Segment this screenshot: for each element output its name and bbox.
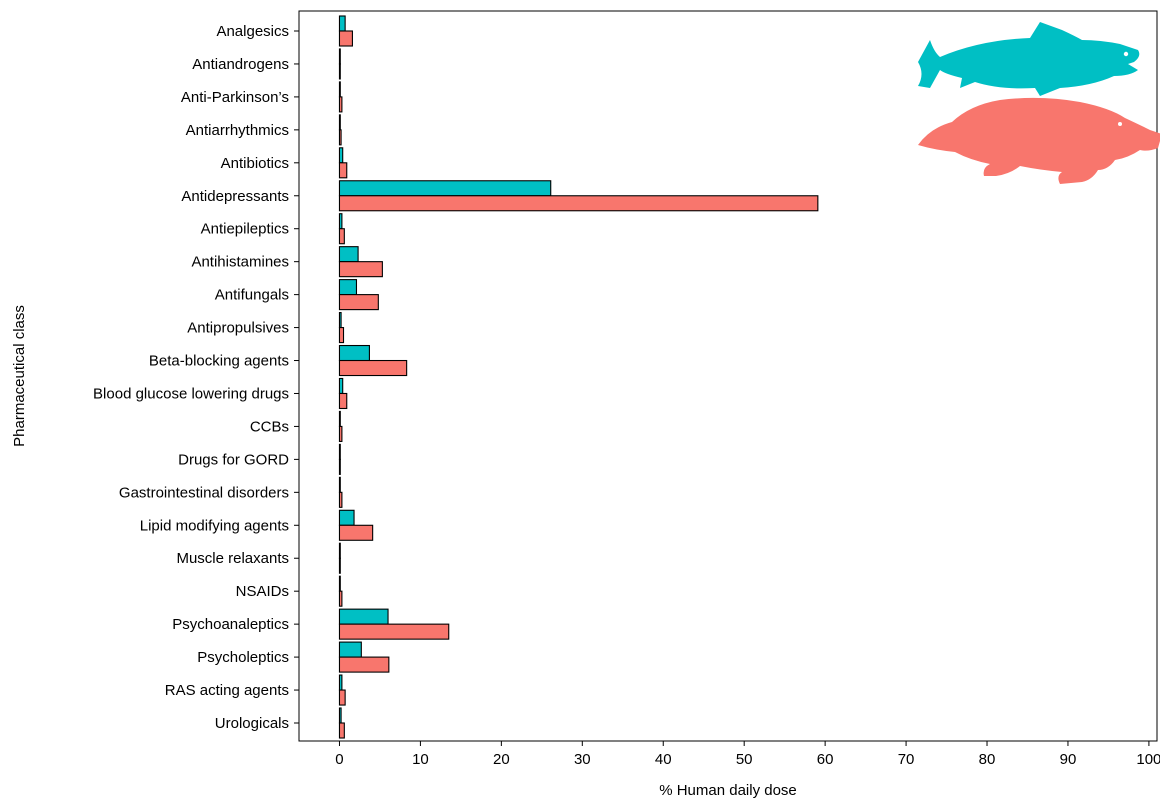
bar-platypus	[338, 689, 346, 706]
category-label: Antibiotics	[221, 155, 289, 172]
bar-fish	[338, 279, 358, 296]
category-label: Lipid modifying agents	[140, 517, 289, 534]
y-axis-title: Pharmaceutical class	[11, 305, 28, 447]
bar-platypus	[338, 392, 348, 410]
bar-fish	[338, 476, 341, 493]
category-label: Drugs for GORD	[178, 451, 289, 468]
category-label: Psychoanaleptics	[172, 616, 289, 633]
bar-platypus	[338, 195, 819, 212]
bar-fish	[338, 180, 552, 197]
bar-fish	[338, 312, 342, 329]
bar-platypus	[338, 656, 390, 673]
bar-platypus	[338, 557, 341, 574]
bar-fish	[338, 81, 341, 98]
bar-fish	[338, 15, 346, 32]
x-tick-label: 50	[736, 751, 753, 768]
bar-platypus	[338, 425, 343, 442]
bar-platypus	[338, 96, 343, 113]
category-label: Blood glucose lowering drugs	[93, 385, 289, 402]
bar-fish	[338, 114, 341, 131]
bar-fish	[338, 608, 389, 625]
x-tick-label: 70	[898, 751, 915, 768]
bar-fish	[338, 707, 342, 724]
x-tick-label: 80	[979, 751, 996, 768]
bar-fish	[338, 213, 343, 230]
bar-platypus	[338, 294, 379, 311]
bar-platypus	[338, 491, 343, 508]
category-label: Antiandrogens	[192, 56, 289, 73]
x-tick-label: 90	[1060, 751, 1077, 768]
category-label: Gastrointestinal disorders	[119, 484, 289, 501]
category-label: Antiarrhythmics	[186, 122, 289, 139]
category-label: NSAIDs	[236, 583, 289, 600]
platypus-icon	[918, 97, 1160, 184]
bar-platypus	[338, 129, 342, 146]
bar-platypus	[338, 228, 345, 245]
bar-fish	[338, 509, 355, 526]
bar-platypus	[338, 30, 353, 47]
bar-fish	[338, 575, 341, 592]
bar-platypus	[338, 261, 383, 278]
bar-fish	[338, 542, 341, 559]
bar-fish	[338, 246, 359, 263]
x-axis-title: % Human daily dose	[659, 782, 797, 799]
bar-fish	[338, 377, 344, 395]
category-label: Analgesics	[216, 23, 289, 40]
bar-platypus	[338, 162, 348, 179]
x-tick-label: 40	[655, 751, 672, 768]
x-tick-label: 20	[493, 751, 510, 768]
bar-platypus	[338, 722, 345, 739]
bar-platypus	[338, 63, 341, 80]
bar-platypus	[338, 458, 341, 475]
category-label: CCBs	[250, 418, 289, 435]
bar-platypus	[338, 590, 343, 607]
category-label: RAS acting agents	[165, 682, 289, 699]
category-label: Antidepressants	[181, 188, 289, 205]
category-label: Anti-Parkinson’s	[181, 89, 289, 106]
bar-platypus	[338, 524, 374, 541]
fish-icon	[918, 22, 1140, 96]
category-label: Antifungals	[215, 287, 289, 304]
x-tick-label: 60	[817, 751, 834, 768]
bars-layer	[338, 15, 819, 739]
bar-platypus	[338, 623, 450, 640]
bar-fish	[338, 641, 362, 658]
x-tick-label: 100	[1136, 751, 1160, 768]
category-label: Beta-blocking agents	[149, 353, 289, 370]
category-labels: Analgesics Antiandrogens Anti-Parkinson’s A…	[93, 23, 299, 732]
x-tick-label: 30	[574, 751, 591, 768]
category-label: Urologicals	[215, 715, 289, 732]
bar-fish	[338, 147, 344, 164]
category-label: Antiepileptics	[201, 221, 289, 238]
bar-platypus	[338, 359, 408, 377]
x-tick-label: 10	[412, 751, 429, 768]
category-label: Muscle relaxants	[176, 550, 289, 567]
category-label: Antipropulsives	[187, 320, 289, 337]
bar-platypus	[338, 327, 345, 344]
bar-fish	[338, 443, 341, 460]
x-axis-ticks: 0 10 20 30 40 50 60 70 80 90 100	[335, 741, 1160, 768]
plot-frame	[298, 10, 1158, 742]
category-label: Antihistamines	[191, 254, 289, 271]
x-tick-label: 0	[335, 751, 343, 768]
category-label: Psycholeptics	[197, 649, 289, 666]
bar-fish	[338, 344, 370, 362]
bar-fish	[338, 410, 341, 427]
bar-fish	[338, 48, 341, 65]
bar-fish	[338, 674, 343, 691]
